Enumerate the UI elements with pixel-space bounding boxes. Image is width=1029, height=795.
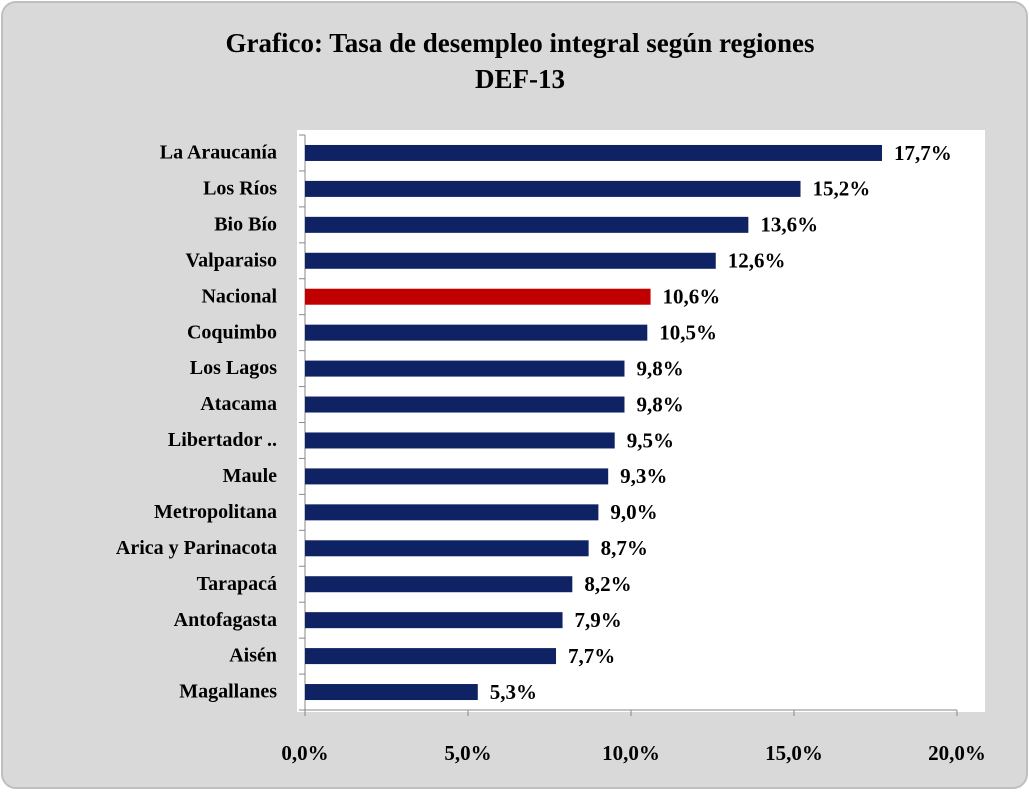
value-label: 10,6% — [663, 285, 721, 309]
x-tick-label: 10,0% — [602, 741, 660, 765]
bar — [305, 360, 625, 377]
bar — [305, 288, 651, 305]
y-tick-label: Valparaiso — [185, 249, 277, 271]
y-tick-label: Metropolitana — [154, 501, 277, 523]
y-tick-label: Maule — [223, 465, 278, 487]
bar — [305, 576, 573, 593]
y-tick-label: Libertador .. — [168, 429, 277, 451]
y-tick-label: Coquimbo — [187, 321, 277, 343]
value-label: 5,3% — [490, 680, 537, 704]
bar — [305, 612, 563, 629]
x-tick-label: 0,0% — [281, 741, 328, 765]
value-label: 15,2% — [813, 177, 871, 201]
bar — [305, 684, 478, 701]
chart-subtitle: DEF-13 — [475, 64, 565, 94]
bar — [305, 180, 801, 197]
y-tick-label: Atacama — [200, 393, 277, 415]
y-tick-label: Magallanes — [179, 681, 277, 703]
chart-title: Grafico: Tasa de desempleo integral segú… — [226, 28, 815, 58]
value-label: 9,3% — [620, 464, 667, 488]
value-label: 9,0% — [610, 500, 657, 524]
value-label: 9,8% — [636, 356, 683, 380]
x-tick-label: 15,0% — [765, 741, 823, 765]
x-tick-label: 5,0% — [444, 741, 491, 765]
value-label: 12,6% — [728, 249, 786, 273]
value-label: 13,6% — [760, 213, 818, 237]
y-tick-label: Antofagasta — [174, 609, 277, 631]
value-label: 8,2% — [584, 572, 631, 596]
bar — [305, 144, 883, 161]
bar — [305, 468, 609, 485]
value-label: 9,5% — [627, 428, 674, 452]
bar — [305, 648, 557, 665]
bar — [305, 216, 749, 233]
value-label: 17,7% — [894, 141, 952, 165]
bar — [305, 432, 615, 449]
bar — [305, 540, 589, 557]
bar — [305, 504, 599, 521]
value-label: 9,8% — [636, 392, 683, 416]
y-tick-label: Tarapacá — [197, 573, 277, 595]
value-label: 8,7% — [601, 536, 648, 560]
y-tick-label: Bio Bío — [214, 213, 277, 235]
bar — [305, 324, 648, 341]
bar — [305, 396, 625, 413]
y-tick-label: Aisén — [229, 645, 277, 667]
bar — [305, 252, 716, 269]
value-label: 7,9% — [575, 608, 622, 632]
y-tick-label: Los Ríos — [203, 178, 277, 200]
x-tick-label: 20,0% — [928, 741, 986, 765]
y-tick-label: La Araucanía — [160, 142, 277, 164]
value-label: 7,7% — [568, 644, 615, 668]
y-tick-label: Arica y Parinacota — [116, 537, 277, 559]
value-label: 10,5% — [659, 320, 717, 344]
y-tick-label: Los Lagos — [190, 357, 277, 379]
y-tick-label: Nacional — [201, 285, 277, 307]
